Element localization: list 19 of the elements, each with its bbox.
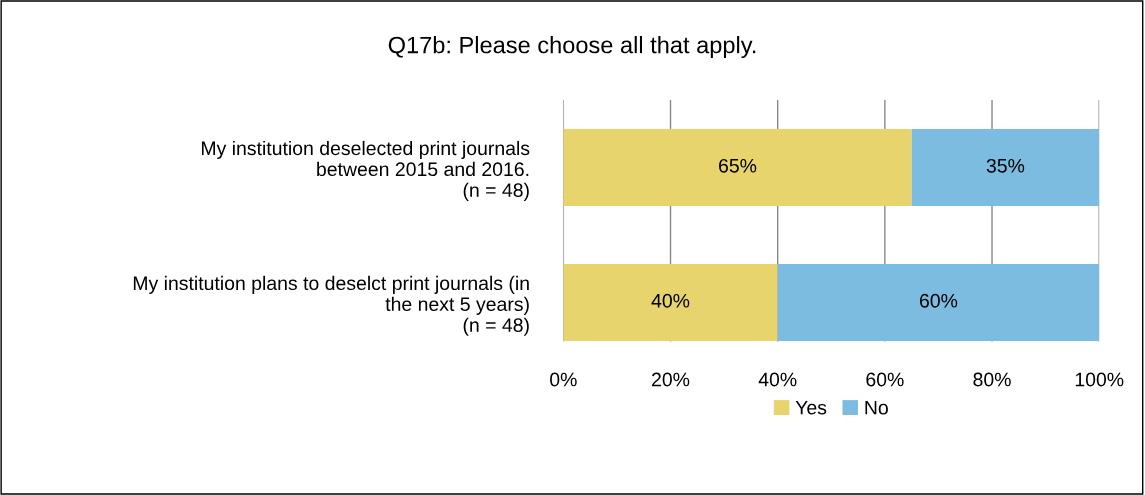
bar [777, 263, 1100, 341]
x-tick-label: 100% [1075, 372, 1124, 387]
data-label: 40% [651, 293, 690, 308]
bar [563, 263, 778, 341]
legend-label: Yes [795, 400, 827, 415]
data-label: 65% [719, 158, 757, 173]
x-tick-label: 0% [550, 372, 577, 387]
x-tick-label: 20% [652, 372, 690, 387]
x-tick-label: 40% [758, 372, 797, 387]
legend-label: No [865, 400, 888, 415]
chart-title: Q17b: Please choose all that apply. [388, 36, 756, 59]
x-tick-label: 60% [866, 372, 904, 387]
data-label: 35% [986, 158, 1025, 173]
y-tick-label: My institution deselected print journals between 2015 and 2016. (n = 48) [201, 140, 530, 201]
x-tick-label: 80% [973, 372, 1011, 387]
y-tick-label: My institution plans to deselct print journals (in the next 5 years) (n = 48) [133, 275, 529, 336]
data-label: 60% [919, 293, 958, 308]
bar [563, 129, 912, 206]
bar [911, 129, 1100, 206]
